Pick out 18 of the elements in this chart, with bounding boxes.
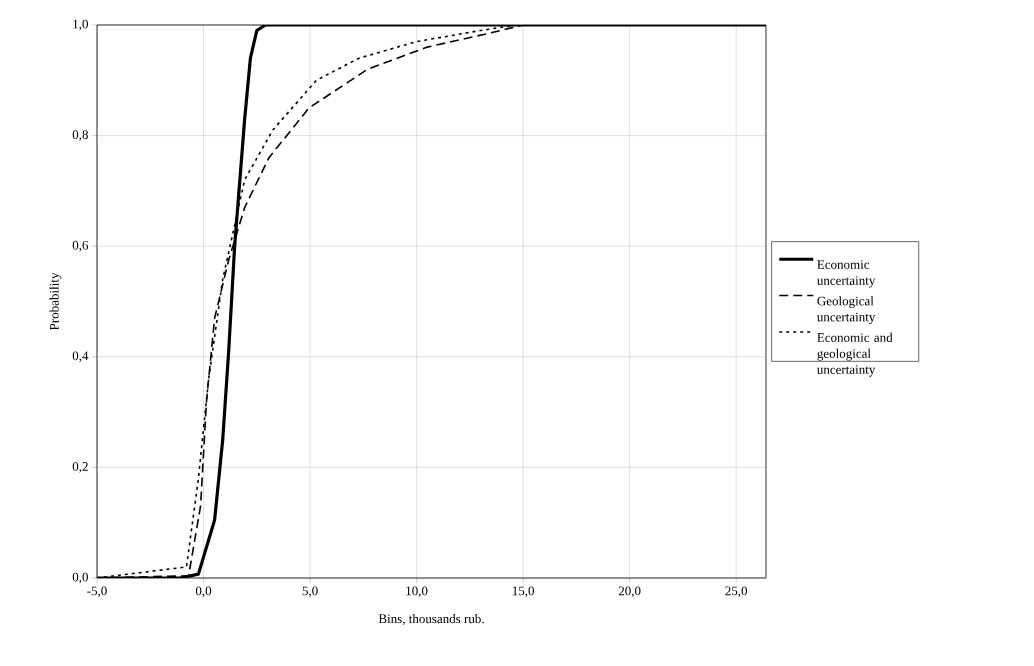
- text: Economic and geological uncertainty: [817, 332, 893, 377]
- y-tick-label: 0,2: [72, 462, 88, 473]
- x-tick-label: 20,0: [618, 586, 641, 598]
- x-tick-label: -5,0: [87, 586, 107, 598]
- y-tick-label: 1,0: [73, 19, 88, 31]
- y-tick-label: 0,4: [72, 351, 89, 363]
- x-tick-label: 0,0: [195, 586, 212, 598]
- y-tick-label: 0,6: [72, 240, 89, 252]
- x-tick-label: 15,0: [512, 586, 534, 598]
- y-axis-title: Probability: [49, 272, 62, 330]
- text: Geological uncertainty: [817, 296, 876, 325]
- x-tick-label: 25,0: [725, 586, 748, 598]
- y-tick-label: 0,0: [72, 572, 88, 584]
- x-axis-title: Bins, thousands rub.: [378, 614, 484, 626]
- x-tick-label: 5,0: [302, 586, 318, 598]
- text: Economic uncertainty: [817, 260, 876, 288]
- x-tick-label: 10,0: [406, 586, 428, 598]
- y-tick-label: 0,8: [72, 130, 88, 141]
